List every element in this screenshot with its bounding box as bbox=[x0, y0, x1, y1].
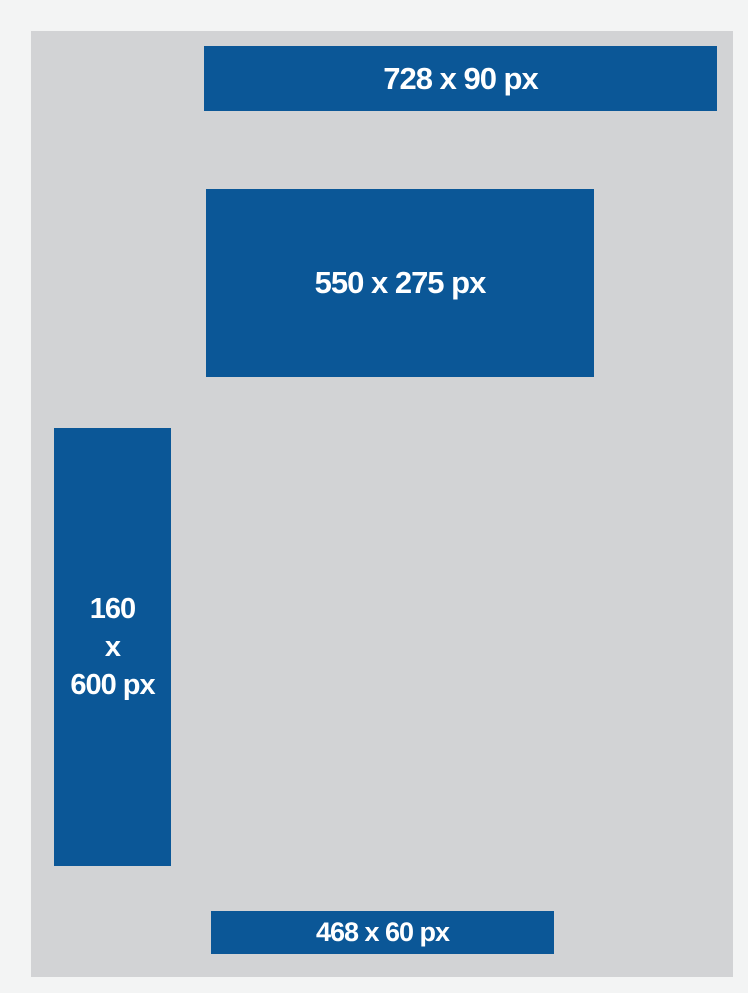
leaderboard-size-label: 728 x 90 px bbox=[383, 60, 538, 96]
medium-rectangle-size-label: 550 x 275 px bbox=[314, 265, 487, 300]
banner-ad-slot: 468 x 60 px bbox=[211, 911, 554, 954]
banner-size-label: 468 x 60 px bbox=[315, 917, 450, 947]
layout-panel: 728 x 90 px 550 x 275 px 160 x 600 px 46… bbox=[31, 31, 733, 977]
skyscraper-width-label: 160 bbox=[89, 593, 136, 625]
skyscraper-height-label: 600 px bbox=[70, 669, 155, 701]
medium-rectangle-ad-slot: 550 x 275 px bbox=[206, 189, 594, 377]
skyscraper-ad-slot: 160 x 600 px bbox=[54, 428, 171, 866]
leaderboard-ad-slot: 728 x 90 px bbox=[204, 46, 717, 111]
skyscraper-times-label: x bbox=[104, 631, 121, 663]
